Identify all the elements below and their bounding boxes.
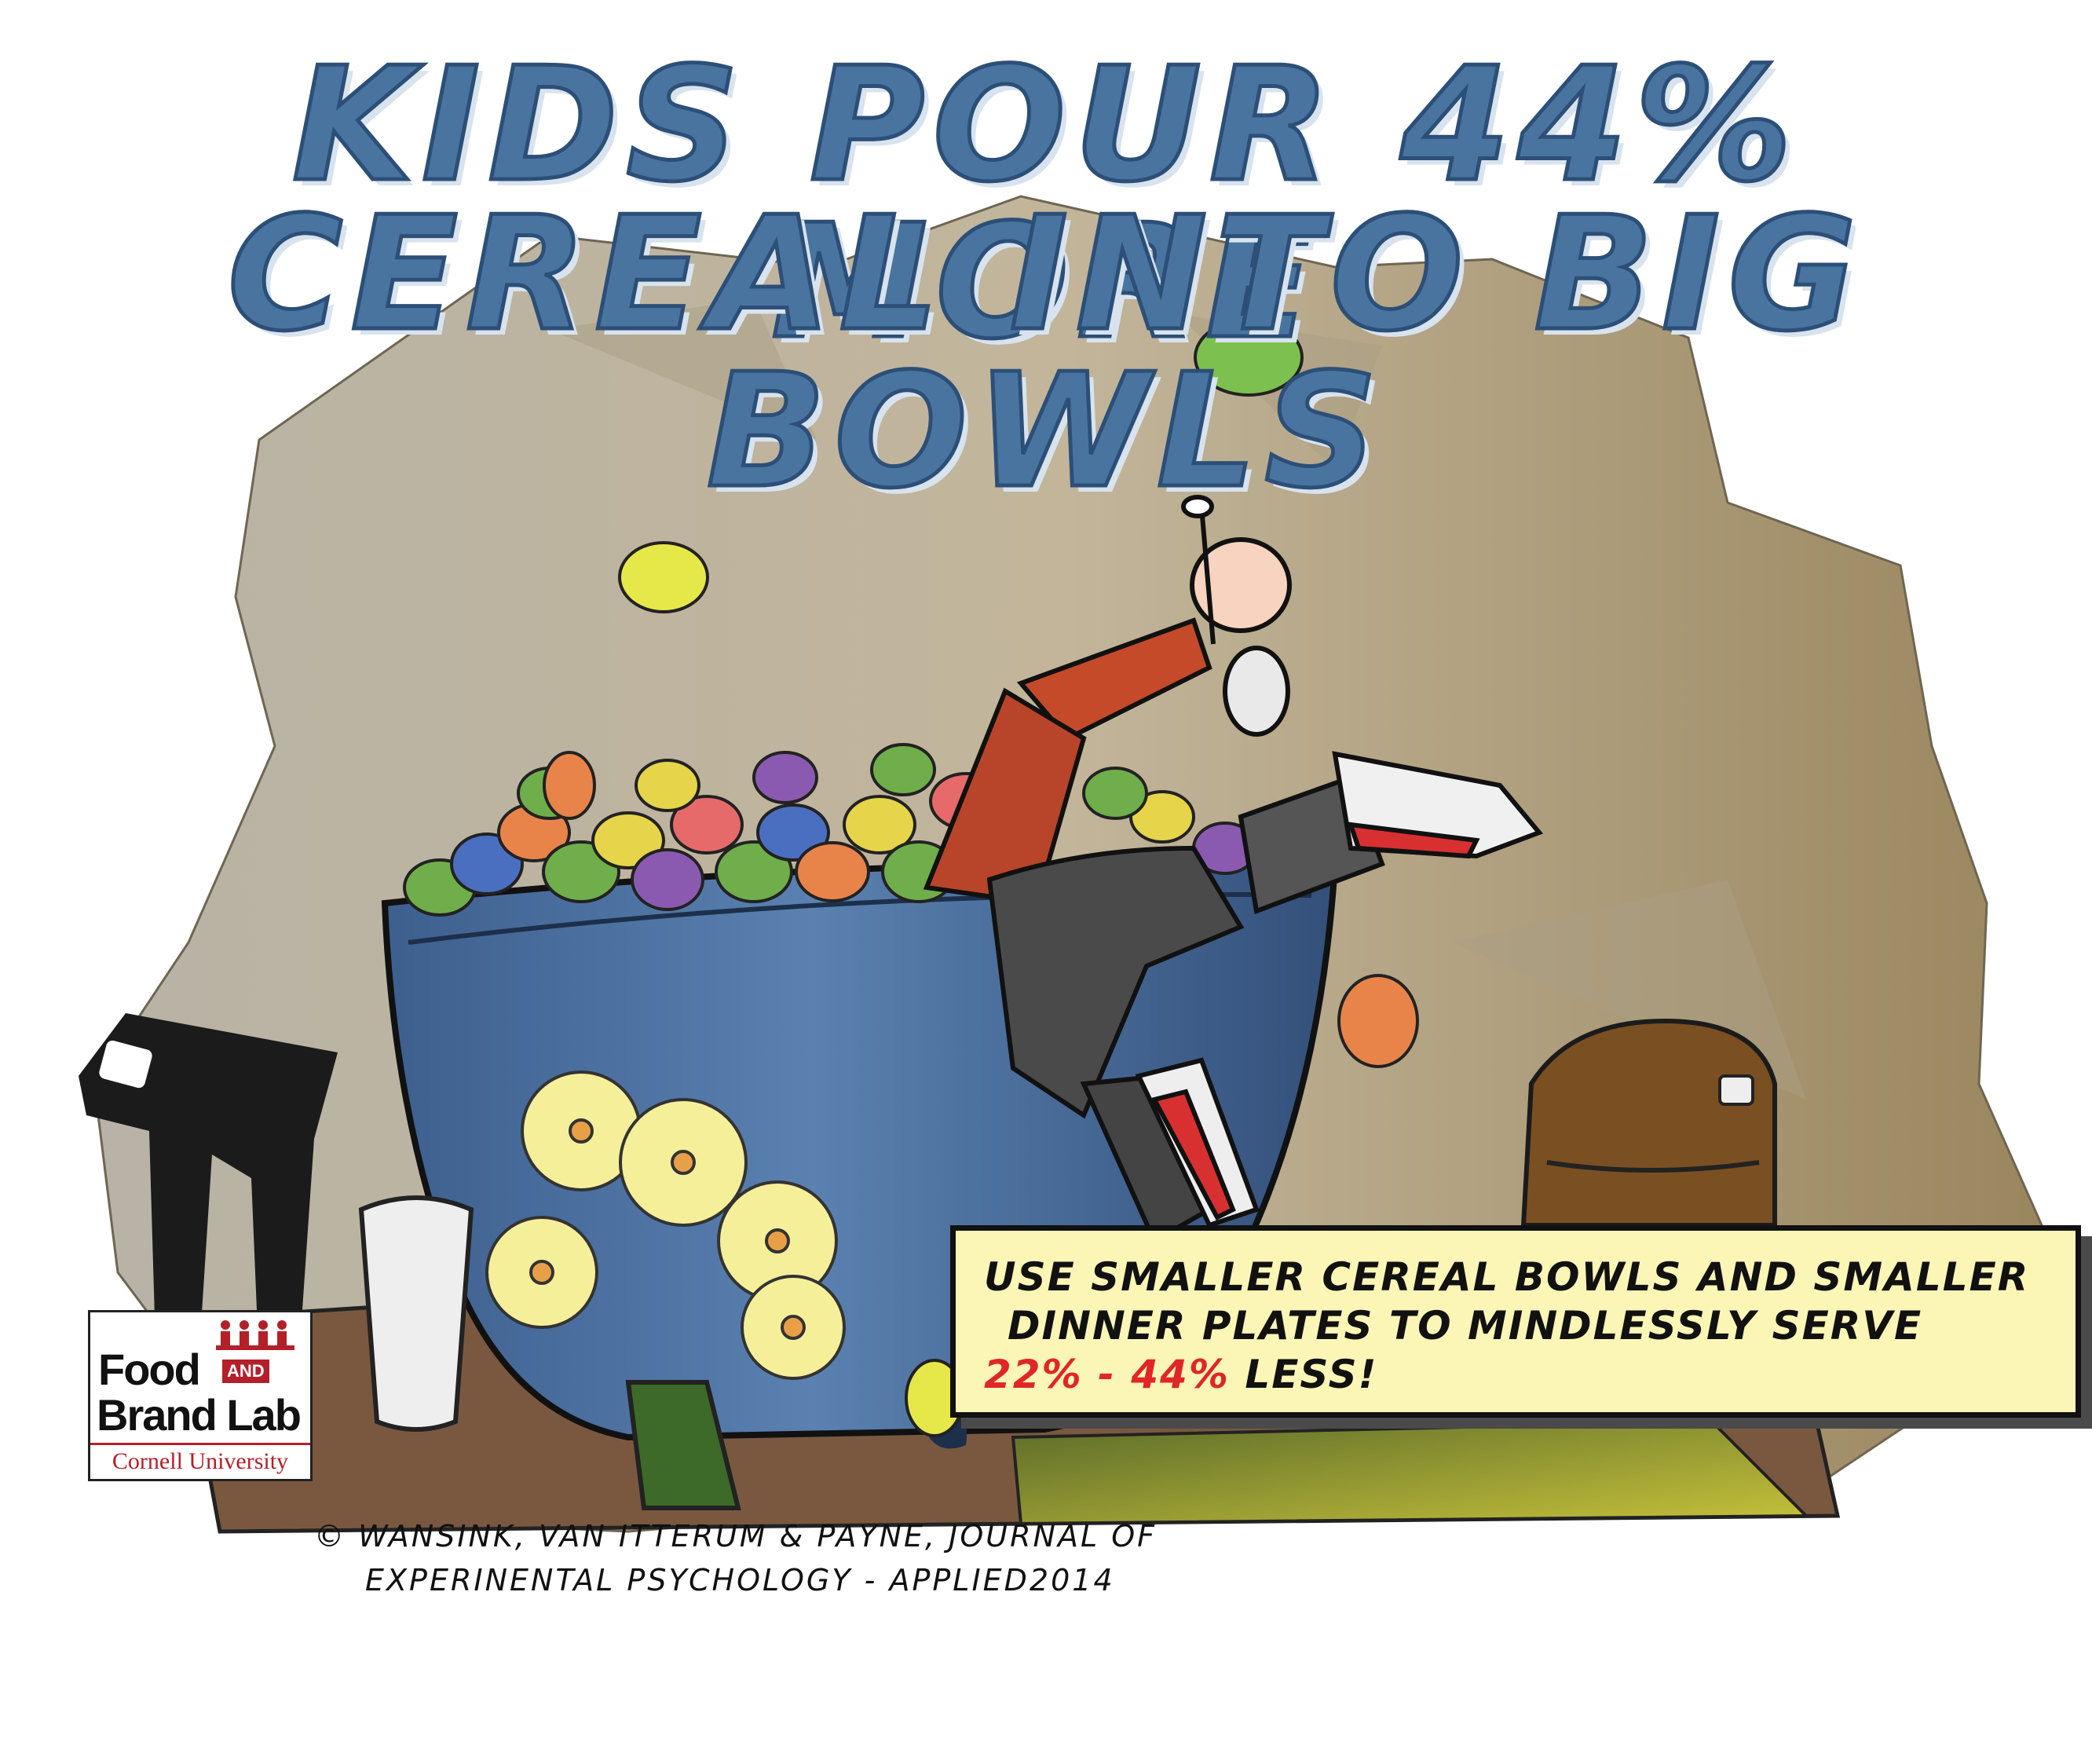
placemat xyxy=(1011,1419,1810,1526)
vase xyxy=(625,1380,741,1510)
citation: © WANSINK, VAN ITTERUM & PAYNE, JOURNAL … xyxy=(314,1514,1256,1602)
logo-cornell-university: Cornell University xyxy=(90,1443,310,1475)
left-chair xyxy=(79,1013,338,1398)
advice-line-2: DINNER PLATES TO MINDLESSLY SERVE xyxy=(1008,1303,1923,1349)
advice-callout-box: USE SMALLER CEREAL BOWLS AND SMALLER DIN… xyxy=(950,1225,2081,1418)
advice-line-1: USE SMALLER CEREAL BOWLS AND SMALLER xyxy=(984,1254,2030,1300)
logo-brand-lab: Brand Lab xyxy=(97,1390,302,1440)
advice-range: 22% - 44% xyxy=(984,1352,1230,1397)
right-chair xyxy=(1520,1018,1777,1228)
logo-and: AND xyxy=(222,1360,269,1383)
advice-line-3: 22% - 44% LESS! xyxy=(984,1350,2047,1399)
citation-line-1: © WANSINK, VAN ITTERUM & PAYNE, JOURNAL … xyxy=(314,1519,1157,1554)
headline-line-1: KIDS POUR 44% MORE xyxy=(290,34,1801,374)
flowers xyxy=(485,1070,846,1380)
headline-line-2: CEREAL INTO BIG BOWLS xyxy=(225,183,1865,523)
people-at-table-icon xyxy=(216,1320,294,1350)
drinking-glass xyxy=(358,1195,474,1432)
kid-diving-into-bowl xyxy=(923,495,1544,1245)
food-and-brand-lab-logo: Food AND Brand Lab Cornell University xyxy=(88,1310,313,1481)
logo-food: Food xyxy=(98,1345,201,1394)
flying-cereal xyxy=(543,318,1419,1437)
citation-line-2: EXPERINENTAL PSYCHOLOGY - APPLIED2014 xyxy=(365,1563,1115,1597)
advice-suffix: LESS! xyxy=(1229,1352,1378,1397)
